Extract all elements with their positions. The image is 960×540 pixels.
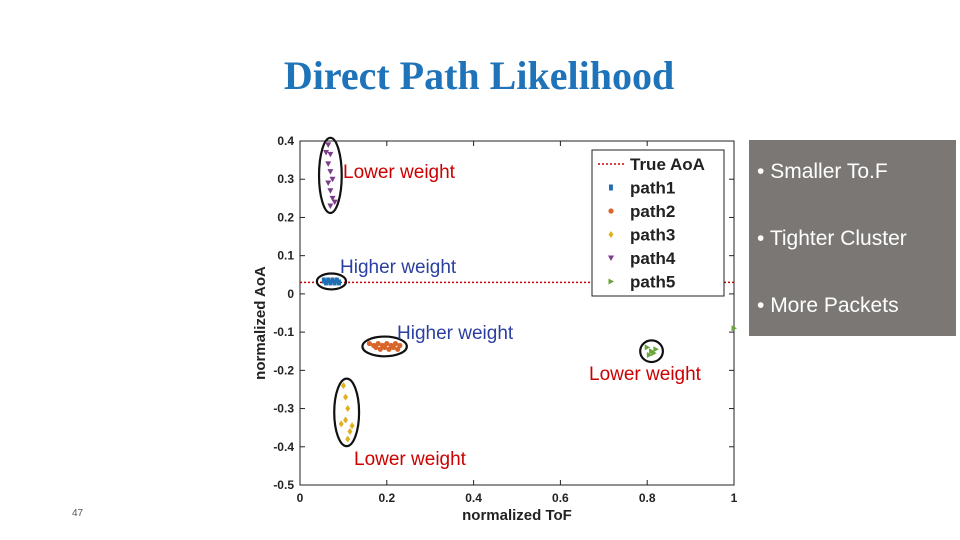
path2-point [392,340,399,347]
page-title: Direct Path Likelihood [283,53,675,98]
annotation-path3: Lower weight [354,449,466,470]
path4-point [327,188,334,194]
path5-cluster-ellipse [639,339,664,364]
data-points [321,142,737,443]
legend-entry: True AoA [630,155,705,174]
path5-point [731,325,737,332]
annotation-path4-right: Lower weight [589,364,701,385]
path2-point [386,346,392,352]
bullet-box [749,140,956,336]
legend-swatch-path4 [608,255,614,261]
cluster-ellipses [315,136,664,448]
path2-point [384,340,390,347]
y-axis-label: normalized AoA [252,266,269,380]
path3-cluster-ellipse [333,377,361,448]
axis-ticks: 0 0.2 0.4 0.6 0.8 1 0.4 0.3 0.2 0.1 0 -0.1 -0.2 -0.3 -… [273,134,737,505]
path2-point [395,346,401,352]
path4-point [331,199,338,206]
path3-point [347,427,353,435]
path4-cluster-ellipse [317,136,343,215]
y-tick-label: -0.5 [273,478,294,492]
path2-point [373,344,379,350]
legend-entry: path5 [630,273,675,292]
path4-point [327,203,334,209]
y-tick-label: 0.2 [277,210,294,224]
path1-point [328,279,333,286]
path5-point [644,344,651,351]
x-tick-label: 0.2 [378,491,395,505]
path5-point [646,352,653,359]
path4-point [325,142,332,148]
path2-point [377,346,383,352]
annotation-path1: Higher weight [340,257,457,278]
legend-swatch-path3 [608,231,614,238]
path2-cluster-ellipse [361,335,408,358]
path4-point [325,180,332,187]
annotation-path2: Higher weight [397,323,514,344]
path1-point [337,279,341,286]
legend-entry: path1 [630,179,675,198]
y-tick-label: -0.2 [273,363,294,377]
path1-point [326,277,331,284]
path4-point [329,195,336,202]
x-axis-label: normalized ToF [462,507,572,524]
path2-point [375,340,381,347]
path3-point [343,393,349,401]
y-tick-label: 0 [287,287,294,301]
legend-entry: path2 [630,202,675,221]
slide-number: 47 [72,508,84,519]
path3-point [345,435,351,443]
path3-point [338,420,344,428]
path3-point [349,422,355,430]
y-tick-label: 0.3 [277,172,294,186]
annotation-path5: Lower weight [343,162,455,183]
path4-point [327,169,334,175]
path2-point [382,344,388,350]
path3-point [345,405,351,413]
path5-point [651,350,657,357]
bullet-item: • Tighter Cluster [757,227,907,250]
path3-point [343,416,349,424]
legend-entry: path4 [630,249,676,268]
legend: True AoA path1 path2 path3 path4 path5 [591,149,725,297]
legend-swatch-path1 [609,184,613,191]
y-tick-label: 0.4 [277,134,294,148]
path2-point [390,344,396,350]
path1-point [321,277,326,284]
x-tick-label: 0.8 [639,491,656,505]
path4-point [325,161,332,167]
path2-point [397,342,403,349]
y-tick-label: -0.4 [273,440,294,454]
x-tick-label: 0 [297,491,304,505]
bullet-item: • Smaller To.F [757,160,888,183]
path1-point [332,279,337,286]
path4-point [327,151,334,158]
path2-point [366,340,373,347]
path4-point [329,176,336,183]
legend-entry: path3 [630,226,675,245]
legend-swatch-path2 [608,208,614,214]
y-tick-label: -0.3 [273,402,294,416]
y-tick-label: -0.1 [273,325,294,339]
legend-box [591,149,725,297]
path1-point [334,277,339,284]
path1-point [330,277,335,284]
y-tick-label: 0.1 [277,249,294,263]
x-tick-label: 0.4 [465,491,482,505]
path4-point [323,149,330,156]
path1-cluster-ellipse [315,272,348,291]
path5-point [653,346,659,353]
path1-point [324,279,328,286]
plot-frame [299,140,735,486]
legend-swatch-path5 [608,278,614,285]
path3-point [340,382,346,390]
bullet-item: • More Packets [757,294,899,317]
x-tick-label: 1 [731,491,738,505]
x-tick-label: 0.6 [552,491,569,505]
